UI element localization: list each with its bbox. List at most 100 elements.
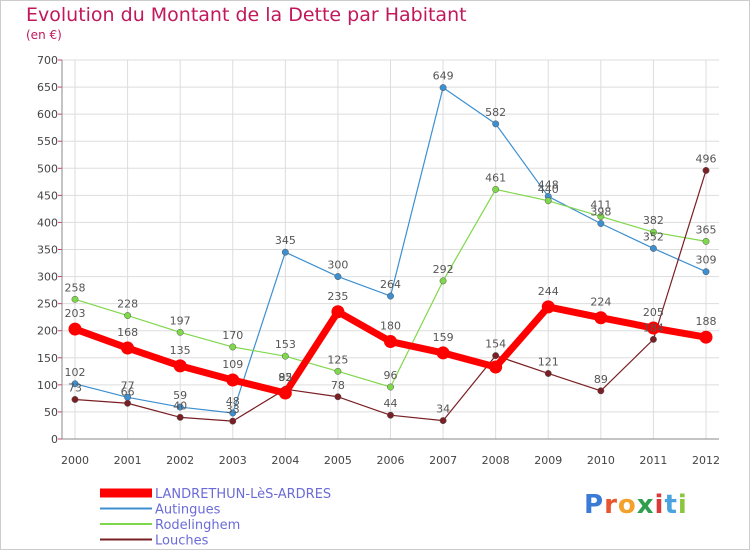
data-label: 78 [331, 379, 345, 392]
data-label: 77 [121, 379, 135, 392]
data-labels: 203 168 135 109 85 235 180 159 244 224 205 188 102 77… [65, 70, 717, 417]
data-label: 188 [696, 315, 717, 328]
data-point [334, 273, 342, 281]
x-tick-label: 2002 [166, 454, 194, 467]
proxiti-logo: Proxiti [584, 490, 688, 520]
data-label: 440 [538, 183, 559, 196]
data-label: 135 [170, 344, 191, 357]
x-tick-label: 2007 [429, 454, 457, 467]
grid [62, 59, 719, 440]
series [68, 84, 713, 425]
y-tick-label: 150 [37, 352, 58, 365]
data-label: 496 [696, 152, 717, 165]
data-point [176, 328, 184, 336]
logo-letter: i [677, 490, 688, 520]
data-label: 89 [594, 373, 608, 386]
y-tick-label: 300 [37, 271, 58, 284]
x-tick-label: 2000 [61, 454, 89, 467]
data-label: 154 [485, 338, 506, 351]
data-label: 153 [275, 338, 296, 351]
data-point [597, 387, 605, 395]
logo-letter: o [617, 490, 637, 520]
data-label: 582 [485, 106, 506, 119]
data-point [334, 393, 342, 401]
data-point [439, 417, 447, 425]
logo-letter: i [654, 490, 665, 520]
data-point [124, 399, 132, 407]
logo-letter: x [636, 490, 655, 520]
x-tick-label: 2004 [271, 454, 299, 467]
data-label: 345 [275, 234, 296, 247]
x-tick-label: 2008 [482, 454, 510, 467]
data-label: 168 [117, 326, 138, 339]
data-label: 365 [696, 223, 717, 236]
data-label: 170 [222, 329, 243, 342]
data-label: 649 [433, 70, 454, 83]
data-label: 44 [384, 397, 398, 410]
legend-label: LANDRETHUN-LèS-ARDRES [155, 487, 331, 502]
data-point [229, 417, 237, 425]
y-tick-label: 100 [37, 379, 58, 392]
data-label: 352 [643, 230, 664, 243]
data-label: 85 [278, 371, 292, 384]
data-point [278, 386, 292, 400]
data-point [229, 409, 237, 417]
data-label: 102 [65, 366, 86, 379]
data-point [699, 330, 713, 344]
x-tick-label: 2005 [324, 454, 352, 467]
y-tick-label: 600 [37, 108, 58, 121]
data-point [597, 220, 605, 227]
y-tick-label: 500 [37, 162, 58, 175]
y-tick-label: 550 [37, 135, 58, 148]
data-point [176, 403, 184, 411]
data-label: 73 [68, 381, 82, 394]
data-point [544, 197, 552, 205]
data-label: 125 [327, 353, 348, 366]
data-label: 228 [117, 298, 138, 311]
chart-title: Evolution du Montant de la Dette par Hab… [26, 4, 467, 26]
y-tick-label: 350 [37, 244, 58, 257]
legend-label: Rodelinghem [155, 518, 240, 533]
data-label: 34 [436, 403, 450, 416]
data-point [439, 84, 447, 92]
data-point [702, 237, 710, 245]
data-label: 382 [643, 214, 664, 227]
data-label: 197 [170, 314, 191, 327]
data-label: 59 [173, 389, 187, 402]
data-point [649, 335, 657, 343]
logo-letter: t [664, 490, 678, 520]
data-point [387, 411, 394, 419]
data-label: 109 [222, 358, 243, 371]
data-label: 448 [538, 178, 559, 191]
data-point [492, 185, 500, 193]
data-label: 33 [226, 403, 240, 416]
x-tick-label: 2012 [692, 454, 720, 467]
y-tick-label: 650 [37, 81, 58, 94]
data-point [226, 373, 240, 387]
data-label: 184 [643, 321, 664, 334]
y-tick-label: 700 [37, 54, 58, 67]
data-point [492, 120, 500, 128]
data-point [436, 346, 450, 360]
x-tick-label: 2011 [639, 454, 667, 467]
data-label: 203 [65, 307, 86, 320]
data-point [646, 321, 660, 335]
data-label: 180 [380, 320, 401, 333]
data-label: 411 [590, 198, 611, 211]
y-tick-label: 250 [37, 298, 58, 311]
data-label: 461 [485, 171, 506, 184]
data-label: 235 [327, 290, 348, 303]
data-point [71, 295, 79, 303]
y-tick-label: 200 [37, 325, 58, 338]
logo-letter: P [584, 490, 605, 520]
data-point [176, 413, 184, 421]
data-label: 258 [65, 281, 86, 294]
data-label: 264 [380, 278, 401, 291]
data-point [541, 300, 555, 314]
data-point [439, 277, 447, 285]
chart-subtitle: (en €) [26, 28, 62, 42]
axes: 0 50 100 150 200 250 300 350 400 450 500 550 600 650 7… [37, 54, 720, 467]
data-label: 121 [538, 355, 559, 368]
data-point [71, 380, 79, 388]
